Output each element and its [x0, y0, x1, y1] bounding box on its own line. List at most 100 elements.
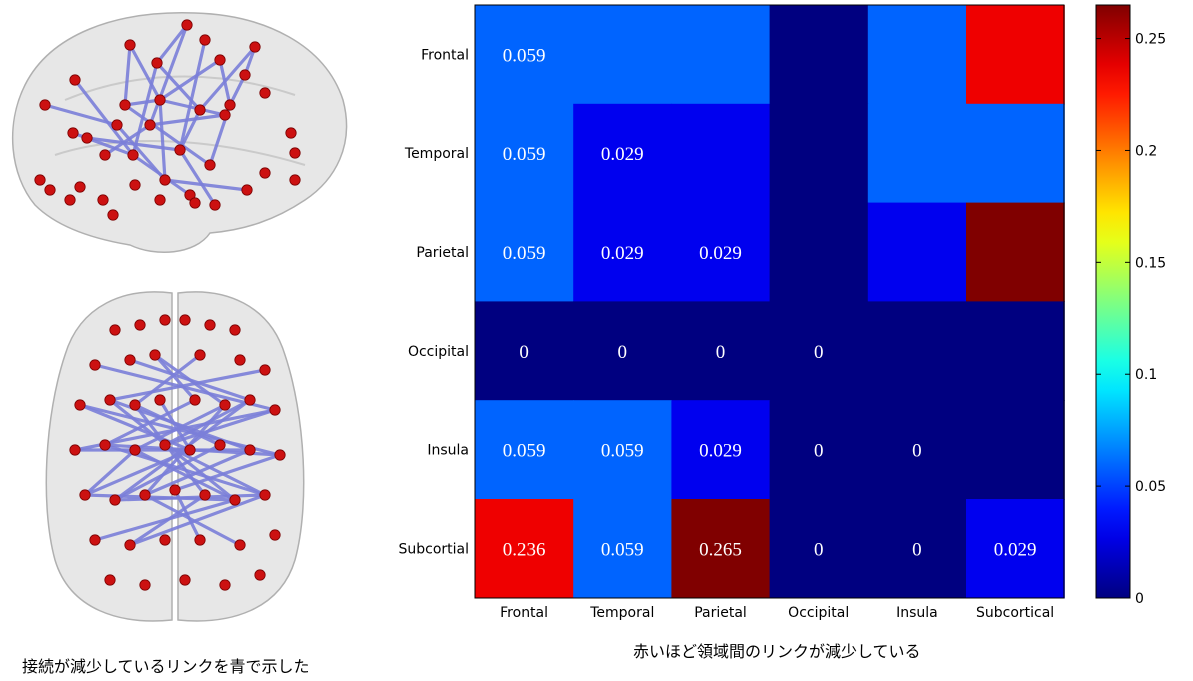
- colorbar-tick-label: 0.1: [1135, 367, 1157, 383]
- heatmap-cell: [475, 5, 574, 105]
- heatmap-cell: [769, 103, 869, 204]
- heatmap-cell: [671, 103, 771, 204]
- brain-node: [154, 394, 166, 406]
- heatmap-cell: [769, 400, 869, 500]
- heatmap-cell: [867, 103, 967, 204]
- brain-node: [134, 319, 146, 331]
- heatmap-cell: [966, 499, 1065, 599]
- heatmap-cell-label: 0: [519, 342, 529, 363]
- brain-node: [204, 159, 216, 171]
- brain-edge: [148, 23, 189, 127]
- brain-node: [229, 324, 241, 336]
- brain-node: [244, 444, 256, 456]
- brain-edge: [131, 61, 159, 157]
- heatmap-cell-label: 0.029: [601, 243, 644, 264]
- brain-node: [249, 41, 261, 53]
- brain-node: [254, 569, 266, 581]
- brain-node: [149, 349, 161, 361]
- heatmap-cell: [769, 202, 869, 302]
- heatmap-row-label: Frontal: [421, 47, 469, 63]
- colorbar-gradient: [1095, 4, 1131, 599]
- colorbar-tick-label: 0.2: [1135, 143, 1157, 159]
- heatmap-row-label: Temporal: [404, 146, 469, 162]
- heatmap-row-labels: Frontal Temporal Parietal Occipital Insula Su…: [398, 47, 469, 557]
- brain-node: [169, 484, 181, 496]
- brain-node: [269, 529, 281, 541]
- heatmap-cell: [671, 400, 771, 500]
- heatmap-cell: [867, 5, 967, 105]
- brain-edge: [158, 398, 192, 452]
- heatmap-column-label: Frontal: [500, 605, 548, 621]
- colorbar-tick-label: 0: [1135, 591, 1144, 607]
- brain-node: [64, 194, 76, 206]
- brain-node: [99, 149, 111, 161]
- heatmap-cell: [475, 301, 574, 401]
- brain-edge: [123, 98, 162, 107]
- brain-node: [199, 489, 211, 501]
- brain-node: [229, 494, 241, 506]
- brain-node: [234, 354, 246, 366]
- heatmap-cell-label: 0: [814, 441, 824, 462]
- heatmap-cell-label: 0: [716, 342, 726, 363]
- brain-node: [219, 109, 231, 121]
- brain-node: [179, 574, 191, 586]
- brain-node: [194, 534, 206, 546]
- brain-node: [104, 574, 116, 586]
- heatmap-cell: [475, 202, 574, 302]
- heatmap-cell: [475, 103, 574, 204]
- heatmap-cell-label: 0.059: [503, 45, 546, 66]
- brain-edge: [128, 493, 267, 547]
- heatmap-cell-label: 0.265: [699, 539, 742, 560]
- heatmap-cell-label: 0: [912, 441, 922, 462]
- brain-node: [159, 174, 171, 186]
- brain-node: [209, 199, 221, 211]
- brain-edge: [108, 398, 237, 502]
- brain-edge: [133, 403, 222, 447]
- brain-lateral-nodes: [34, 19, 301, 221]
- brain-node: [129, 444, 141, 456]
- brain-node: [219, 399, 231, 411]
- heatmap-row-label: Occipital: [408, 344, 469, 360]
- brain-node: [127, 149, 139, 161]
- colorbar-tick-label: 0.05: [1135, 479, 1166, 495]
- heatmap-cell: [671, 499, 771, 599]
- brain-node: [89, 359, 101, 371]
- brain-node: [184, 189, 196, 201]
- heatmap-cell: [769, 499, 869, 599]
- brain-node: [154, 194, 166, 206]
- brain-node: [81, 132, 93, 144]
- brain-node: [159, 314, 171, 326]
- brain-edge: [103, 123, 152, 157]
- heatmap-cell: [769, 5, 869, 105]
- heatmap-cell: [475, 499, 574, 599]
- brain-node: [89, 534, 101, 546]
- heatmap-column-label: Subcortical: [976, 605, 1054, 621]
- brain-node: [124, 39, 136, 51]
- heatmap-cell: [966, 5, 1065, 105]
- heatmap-cell: [573, 499, 672, 599]
- brain-node: [219, 579, 231, 591]
- brain-edge: [163, 178, 249, 192]
- brain-node: [224, 99, 236, 111]
- brain-node: [159, 534, 171, 546]
- brain-node: [181, 19, 193, 31]
- heatmap-cell-label: 0.029: [994, 539, 1037, 560]
- brain-axial-nodes: [69, 314, 286, 591]
- brain-node: [129, 399, 141, 411]
- brain-node: [259, 167, 271, 179]
- heatmap-cell-label: 0.059: [601, 441, 644, 462]
- brain-node: [119, 99, 131, 111]
- brain-node: [214, 54, 226, 66]
- heatmap-row-label: Parietal: [416, 245, 469, 261]
- brain-node: [214, 439, 226, 451]
- brain-edge: [198, 45, 257, 112]
- heatmap-row-label: Subcortial: [398, 541, 469, 557]
- brain-edge: [148, 113, 227, 127]
- brain-node: [239, 69, 251, 81]
- colorbar: 0 0.05 0.1 0.15 0.2 0.25: [1095, 4, 1166, 607]
- brain-node: [109, 494, 121, 506]
- brain-edge: [173, 453, 282, 492]
- heatmap-cell: [867, 202, 967, 302]
- heatmap-cell-label: 0.059: [601, 539, 644, 560]
- heatmap-cell: [573, 400, 672, 500]
